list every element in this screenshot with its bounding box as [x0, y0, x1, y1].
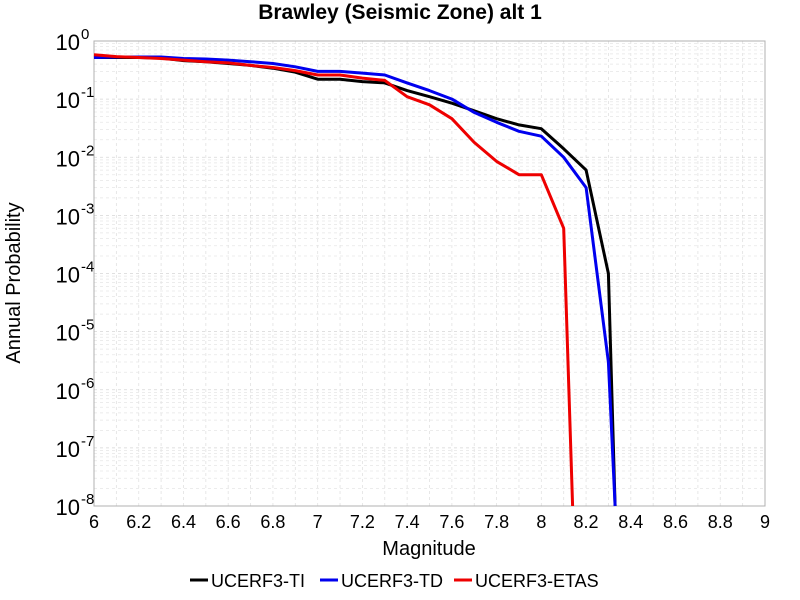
x-tick-label: 6.2	[126, 512, 151, 532]
y-tick-exponent: -3	[81, 200, 94, 217]
series-line-ucerf3-etas	[93, 53, 575, 507]
series-line-ucerf3-td	[93, 55, 617, 507]
plot-area	[93, 40, 766, 507]
legend-label: UCERF3-TD	[341, 571, 443, 591]
x-tick-label: 6.8	[260, 512, 285, 532]
x-tick-label: 6.6	[216, 512, 241, 532]
y-tick-exponent: -8	[81, 491, 94, 508]
x-tick-label: 9	[760, 512, 770, 532]
x-tick-label: 7.6	[439, 512, 464, 532]
y-tick-label: 10	[56, 146, 80, 171]
y-tick-exponent: -6	[81, 375, 94, 392]
grid-lines	[93, 41, 766, 506]
y-tick-label: 10	[56, 379, 80, 404]
legend-label: UCERF3-ETAS	[475, 571, 599, 591]
x-tick-label: 8	[536, 512, 546, 532]
y-tick-exponent: -5	[81, 317, 94, 334]
legend: UCERF3-TI UCERF3-TD UCERF3-ETAS	[190, 571, 599, 591]
x-tick-label: 8.4	[618, 512, 643, 532]
x-tick-label: 7	[313, 512, 323, 532]
y-tick-label: 10	[56, 204, 80, 229]
series-layer	[93, 53, 617, 507]
legend-label: UCERF3-TI	[211, 571, 305, 591]
x-tick-label: 7.4	[395, 512, 420, 532]
y-tick-label: 10	[56, 495, 80, 520]
x-tick-label: 7.8	[484, 512, 509, 532]
x-tick-label: 6.4	[171, 512, 196, 532]
y-tick-exponent: 0	[81, 26, 89, 43]
x-tick-label: 6	[89, 512, 99, 532]
y-tick-exponent: -4	[81, 259, 94, 276]
y-tick-label: 10	[56, 88, 80, 113]
x-axis-ticks: 6 6.2 6.4 6.6 6.8 7 7.2 7.4 7.6 7.8 8 8.2 8.4 8.6 8.8 9	[89, 512, 770, 532]
y-tick-exponent: -1	[81, 84, 94, 101]
y-tick-exponent: -7	[81, 433, 94, 450]
y-tick-label: 10	[56, 437, 80, 462]
x-tick-label: 8.2	[574, 512, 599, 532]
y-tick-label: 10	[56, 321, 80, 346]
y-tick-label: 10	[56, 263, 80, 288]
x-axis-label: Magnitude	[382, 538, 475, 560]
y-axis-label: Annual Probability	[3, 202, 25, 363]
x-tick-label: 8.6	[663, 512, 688, 532]
chart-title: Brawley (Seismic Zone) alt 1	[258, 1, 542, 24]
x-tick-label: 7.2	[350, 512, 375, 532]
y-tick-exponent: -2	[81, 142, 94, 159]
y-tick-label: 10	[56, 30, 80, 55]
x-tick-label: 8.8	[708, 512, 733, 532]
